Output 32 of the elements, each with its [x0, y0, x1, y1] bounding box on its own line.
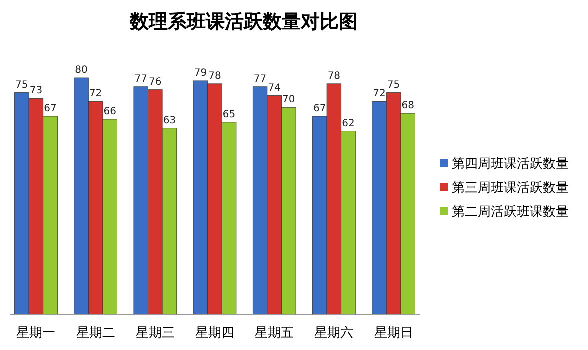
x-tick-label: 星期一 [16, 326, 56, 341]
data-label: 76 [149, 76, 162, 88]
data-label: 77 [134, 74, 148, 85]
x-tick-label: 星期四 [196, 326, 234, 341]
data-label: 77 [254, 74, 267, 85]
x-tick-label: 星期二 [76, 326, 116, 341]
chart-title: 数理系班课活跃数量对比图 [129, 11, 358, 33]
legend-label: 第三周班课活跃数量 [452, 181, 569, 196]
data-label: 65 [222, 109, 236, 120]
data-label: 67 [44, 104, 57, 115]
data-label: 72 [373, 88, 386, 100]
legend-label: 第四周班课活跃数量 [452, 157, 569, 172]
data-label: 78 [328, 70, 341, 82]
data-label: 67 [314, 104, 326, 115]
data-label: 75 [387, 80, 400, 91]
x-tick-label: 星期五 [255, 326, 294, 341]
data-label: 80 [75, 65, 88, 76]
data-label: 72 [89, 88, 102, 100]
data-label: 68 [402, 100, 414, 112]
data-label: 79 [194, 68, 208, 79]
x-tick-label: 星期日 [374, 326, 414, 341]
legend-label: 第二周活跃班课数量 [452, 205, 569, 220]
data-label: 78 [208, 70, 222, 82]
data-label: 63 [163, 115, 176, 126]
data-label: 75 [16, 80, 28, 91]
data-label: 66 [104, 106, 116, 118]
x-tick-label: 星期六 [314, 326, 354, 341]
data-label: 73 [30, 86, 43, 97]
data-label: 62 [342, 118, 355, 130]
x-tick-label: 星期三 [136, 326, 175, 341]
data-label: 70 [282, 94, 296, 106]
data-label: 74 [268, 82, 281, 94]
